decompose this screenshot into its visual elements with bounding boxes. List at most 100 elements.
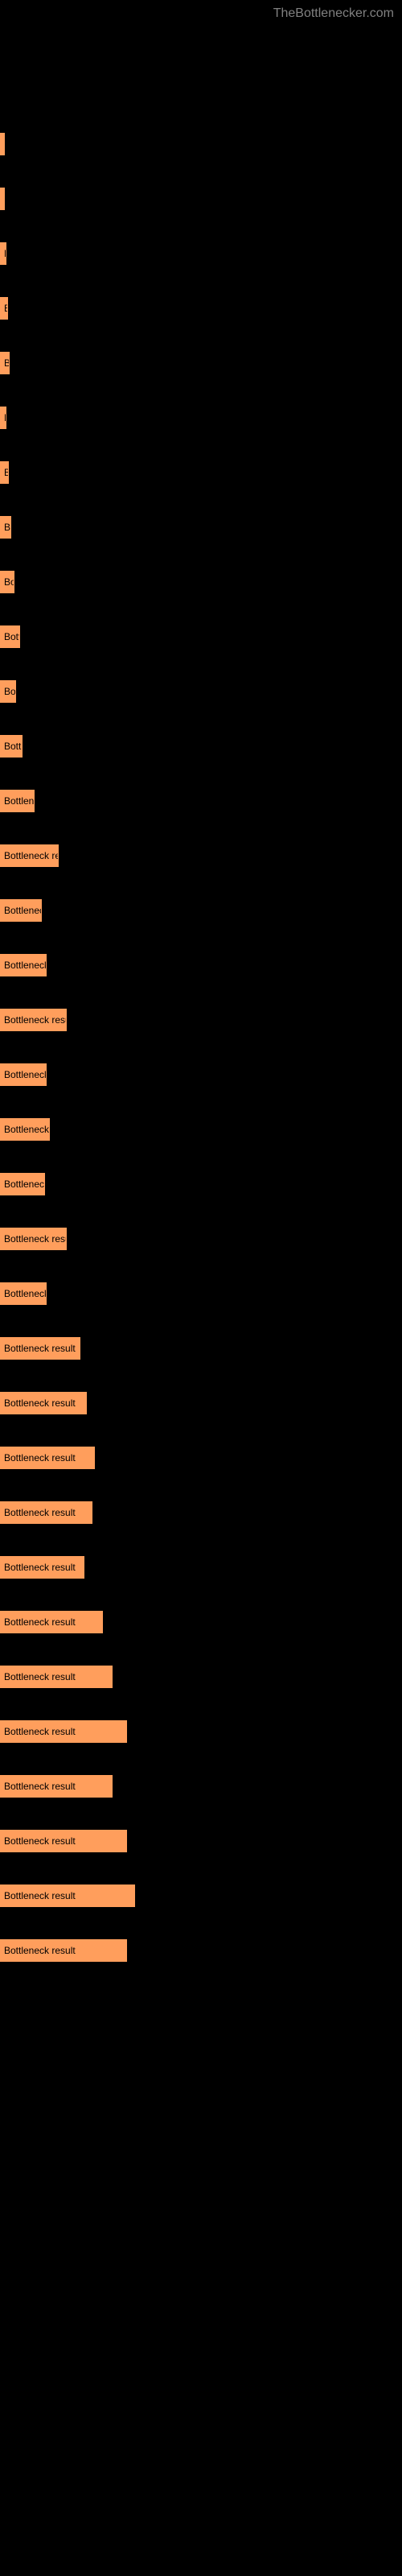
bar: Bottleneck result (0, 188, 5, 210)
bar-label: Bottleneck result (4, 960, 47, 971)
bar-row: Bottleneck result (0, 1830, 402, 1852)
bar: Bottleneck result (0, 954, 47, 976)
bar-row: Bottleneck result (0, 1063, 402, 1086)
bar-row: Bottleneck result (0, 1666, 402, 1688)
bar: Bottleneck result (0, 1228, 67, 1250)
bar: Bottleneck result (0, 1501, 92, 1524)
bar-row: Bottleneck result (0, 1885, 402, 1907)
bar-row: Bottleneck result (0, 899, 402, 922)
bar-label: Bottleneck result (4, 1616, 76, 1628)
bar-label: Bottleneck result (4, 1890, 76, 1901)
bar: Bottleneck result (0, 790, 35, 812)
bar-row: Bottleneck result (0, 516, 402, 539)
bar: Bottleneck result (0, 1282, 47, 1305)
bar-row: Bottleneck result (0, 571, 402, 593)
bar-label: Bottleneck result (4, 850, 59, 861)
watermark-text: TheBottlenecker.com (273, 6, 394, 21)
bar: Bottleneck result (0, 571, 14, 593)
bar-row: Bottleneck result (0, 680, 402, 703)
bar-row: Bottleneck result (0, 1939, 402, 1962)
bar: Bottleneck result (0, 133, 5, 155)
bar-label: Bottleneck result (4, 412, 6, 423)
bar-label: Bottleneck result (4, 248, 6, 259)
bar-row: Bottleneck result (0, 1282, 402, 1305)
bar: Bottleneck result (0, 1939, 127, 1962)
bar-label: Bottleneck result (4, 1397, 76, 1409)
bar-label: Bottleneck result (4, 1288, 47, 1299)
bar: Bottleneck result (0, 844, 59, 867)
bar-row: Bottleneck result (0, 625, 402, 648)
bar-label: Bottleneck result (4, 1726, 76, 1737)
bar-row: Bottleneck result (0, 1501, 402, 1524)
bar-label: Bottleneck result (4, 1781, 76, 1792)
bar-row: Bottleneck result (0, 790, 402, 812)
bar-label: Bottleneck result (4, 741, 23, 752)
bar: Bottleneck result (0, 407, 6, 429)
bar-label: Bottleneck result (4, 522, 11, 533)
bar-row: Bottleneck result (0, 735, 402, 758)
bar: Bottleneck result (0, 242, 6, 265)
bar-row: Bottleneck result (0, 1556, 402, 1579)
bar-row: Bottleneck result (0, 407, 402, 429)
bar: Bottleneck result (0, 1063, 47, 1086)
bar: Bottleneck result (0, 1337, 80, 1360)
bar: Bottleneck result (0, 1447, 95, 1469)
bar: Bottleneck result (0, 1392, 87, 1414)
bar-label: Bottleneck result (4, 1179, 45, 1190)
bar-label: Bottleneck result (4, 138, 5, 150)
bar-label: Bottleneck result (4, 467, 9, 478)
bar-label: Bottleneck result (4, 1233, 67, 1245)
bar: Bottleneck result (0, 680, 16, 703)
bar-label: Bottleneck result (4, 303, 8, 314)
bar-row: Bottleneck result (0, 954, 402, 976)
bar: Bottleneck result (0, 352, 10, 374)
bar-label: Bottleneck result (4, 1507, 76, 1518)
bar-row: Bottleneck result (0, 188, 402, 210)
bar-row: Bottleneck result (0, 461, 402, 484)
bar-label: Bottleneck result (4, 905, 42, 916)
bar-row: Bottleneck result (0, 133, 402, 155)
bar: Bottleneck result (0, 899, 42, 922)
bar-row: Bottleneck result (0, 1720, 402, 1743)
bar: Bottleneck result (0, 461, 9, 484)
bar-row: Bottleneck result (0, 1611, 402, 1633)
bar: Bottleneck result (0, 1775, 113, 1798)
bar-row: Bottleneck result (0, 1447, 402, 1469)
bar-row: Bottleneck result (0, 1118, 402, 1141)
bar-label: Bottleneck result (4, 686, 16, 697)
bar-row: Bottleneck result (0, 1392, 402, 1414)
bar-row: Bottleneck result (0, 242, 402, 265)
bar-label: Bottleneck result (4, 1069, 47, 1080)
bar-row: Bottleneck result (0, 1173, 402, 1195)
bar-label: Bottleneck result (4, 1014, 67, 1026)
bar-label: Bottleneck result (4, 1562, 76, 1573)
bar-row: Bottleneck result (0, 1775, 402, 1798)
bar-label: Bottleneck result (4, 1452, 76, 1463)
bar: Bottleneck result (0, 1009, 67, 1031)
bar: Bottleneck result (0, 1118, 50, 1141)
bar: Bottleneck result (0, 625, 20, 648)
bar: Bottleneck result (0, 297, 8, 320)
bar-label: Bottleneck result (4, 1835, 76, 1847)
bar: Bottleneck result (0, 1885, 135, 1907)
bar-label: Bottleneck result (4, 193, 5, 204)
bar: Bottleneck result (0, 1666, 113, 1688)
bar-label: Bottleneck result (4, 631, 20, 642)
bar: Bottleneck result (0, 516, 11, 539)
bar-label: Bottleneck result (4, 1671, 76, 1682)
bar: Bottleneck result (0, 1830, 127, 1852)
bar-row: Bottleneck result (0, 1337, 402, 1360)
bar: Bottleneck result (0, 1556, 84, 1579)
bar-chart: Bottleneck result Bottleneck result Bottle… (0, 0, 402, 1962)
bar-row: Bottleneck result (0, 1228, 402, 1250)
bar-row: Bottleneck result (0, 844, 402, 867)
bar-label: Bottleneck result (4, 795, 35, 807)
bar-label: Bottleneck result (4, 576, 14, 588)
bar: Bottleneck result (0, 735, 23, 758)
bar-label: Bottleneck result (4, 1124, 50, 1135)
bar-row: Bottleneck result (0, 297, 402, 320)
bar-label: Bottleneck result (4, 357, 10, 369)
bar-row: Bottleneck result (0, 1009, 402, 1031)
bar: Bottleneck result (0, 1173, 45, 1195)
bar-label: Bottleneck result (4, 1945, 76, 1956)
